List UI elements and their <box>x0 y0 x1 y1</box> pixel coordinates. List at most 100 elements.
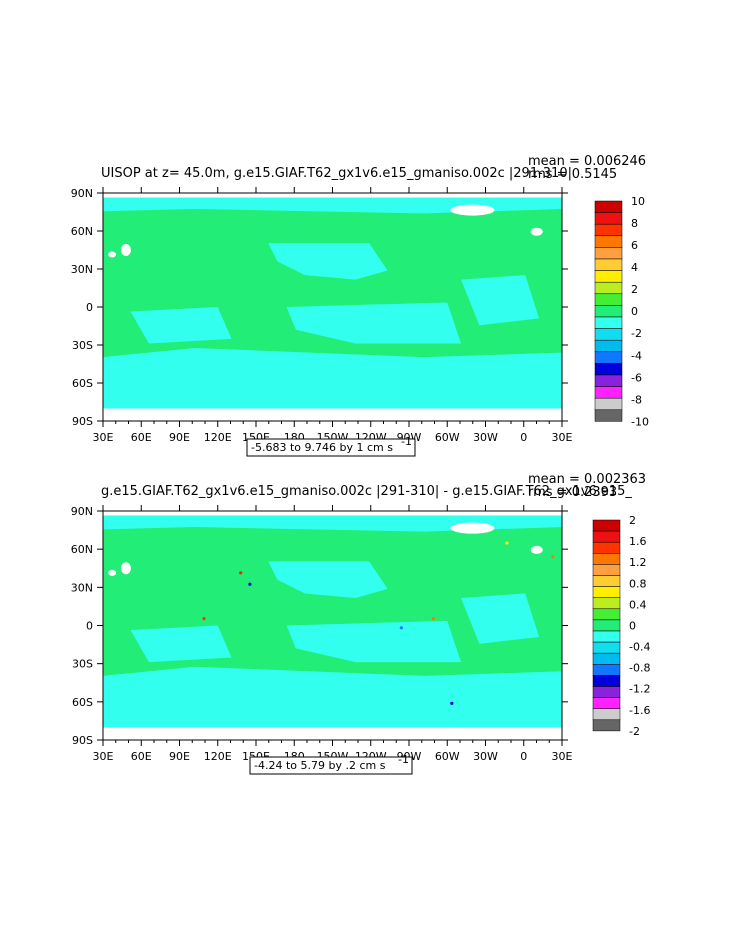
x-tick-label: 30E <box>552 750 573 763</box>
colorbar-swatch <box>592 586 621 598</box>
colorbar-swatch <box>594 351 623 364</box>
negative-region-3 <box>103 348 562 409</box>
y-tick-label: 60N <box>71 225 93 238</box>
x-tick-label: 60W <box>435 431 460 444</box>
colorbar-swatch <box>594 258 623 271</box>
colorbar-swatch <box>594 363 623 376</box>
y-tick-label: 90S <box>72 415 93 428</box>
negative-region-3 <box>103 666 562 728</box>
range-text: -4.24 to 5.79 by .2 cm s <box>254 759 386 772</box>
map-panel-2: 30E60E90E120E150E180150W120W90W60W30W030… <box>71 472 650 775</box>
y-tick-label: 30S <box>72 658 93 671</box>
x-tick-label: 30E <box>93 431 114 444</box>
anomaly-point-8 <box>551 555 555 559</box>
island-patch <box>120 562 131 575</box>
colorbar-label: 2 <box>631 283 638 296</box>
y-tick-label: 90N <box>71 187 93 200</box>
colorbar-swatch <box>594 397 623 411</box>
colorbar-label: -8 <box>631 393 642 406</box>
colorbar-swatch <box>592 719 621 732</box>
colorbar-swatch <box>592 652 621 665</box>
negative-region-5 <box>130 625 232 663</box>
colorbar-label: 6 <box>631 239 638 252</box>
x-tick-label: 30E <box>93 750 114 763</box>
mean-label: mean = 0.006246 <box>528 154 646 169</box>
x-tick-label: 30E <box>552 431 573 444</box>
colorbar-label: -6 <box>631 371 642 384</box>
negative-region-4 <box>286 302 462 344</box>
chart-title: UISOP at z= 45.0m, g.e15.GIAF.T62_gx1v6.… <box>101 166 572 181</box>
colorbar-swatch <box>592 597 621 610</box>
colorbar-label: 8 <box>631 217 638 230</box>
negative-region-2 <box>268 561 388 599</box>
anomaly-point-3 <box>431 617 436 621</box>
x-tick-label: 90E <box>169 431 190 444</box>
colorbar-label: 0.4 <box>629 598 647 611</box>
x-tick-label: 90E <box>169 750 190 763</box>
colorbar: 10 8 6 4 2 0 -2 -4 -6 -8 -10 <box>594 195 649 428</box>
y-tick-label: 60N <box>71 543 93 556</box>
x-tick-label: 60E <box>131 750 152 763</box>
negative-region-4 <box>286 620 462 663</box>
y-tick-label: 90S <box>72 734 93 747</box>
negative-region-6 <box>461 593 540 644</box>
colorbar-swatch <box>592 575 621 587</box>
colorbar-label: -1.6 <box>629 704 650 717</box>
y-tick-label: 90N <box>71 505 93 518</box>
colorbar-swatch <box>594 305 623 318</box>
colorbar-swatch <box>594 409 623 422</box>
colorbar-swatch <box>594 339 623 353</box>
negative-region-6 <box>461 275 540 326</box>
colorbar-swatch <box>594 374 623 387</box>
anomaly-point-5 <box>202 617 206 621</box>
colorbar-swatch <box>592 530 621 543</box>
map-panel-1: 30E 60E 90E 120E 150E 180 150W 120W 90W 60W 30W 0 30… <box>71 154 649 457</box>
colorbar-swatch <box>594 328 623 341</box>
colorbar-swatch <box>592 641 621 654</box>
x-tick-label: 60W <box>435 750 460 763</box>
colorbar-label: 0 <box>631 305 638 318</box>
colorbar-swatch <box>592 564 621 576</box>
x-tick-label: 0 <box>520 431 527 444</box>
mean-label: mean = 0.002363 <box>528 472 646 487</box>
colorbar-swatch <box>594 281 623 295</box>
negative-region-1 <box>103 515 562 532</box>
colorbar-label: 0 <box>629 619 636 632</box>
y-tick-label: 0 <box>86 620 93 633</box>
colorbar-label: -0.8 <box>629 662 650 675</box>
anomaly-point-6 <box>399 626 403 630</box>
colorbar-swatch <box>592 708 621 721</box>
colorbar-swatch <box>594 316 623 329</box>
y-tick-label: 30N <box>71 263 93 276</box>
anomaly-point-4 <box>450 701 454 705</box>
colorbar-label: 4 <box>631 261 638 274</box>
colorbar-swatch <box>594 212 623 225</box>
range-text: -5.683 to 9.746 by 1 cm s <box>251 441 393 454</box>
x-tick-label: 0 <box>520 750 527 763</box>
colorbar-swatch <box>594 235 623 248</box>
x-tick-label: 60E <box>131 431 152 444</box>
colorbar-swatch <box>592 697 621 709</box>
negative-region-1 <box>103 197 562 214</box>
colorbar-swatch <box>592 686 621 698</box>
colorbar-swatch <box>592 675 621 687</box>
colorbar-swatch <box>592 541 621 554</box>
colorbar-label: 10 <box>631 195 645 208</box>
colorbar-label: -0.4 <box>629 641 650 654</box>
y-tick-label: 60S <box>72 377 93 390</box>
rms-label: rms = 0.5145 <box>528 167 617 182</box>
y-tick-label: 60S <box>72 696 93 709</box>
ice-patch <box>450 522 495 534</box>
y-tick-label: 0 <box>86 301 93 314</box>
y-tick-label: 30S <box>72 339 93 352</box>
x-tick-label: 30W <box>473 431 498 444</box>
colorbar-swatch <box>594 270 623 283</box>
colorbar-swatch <box>594 247 623 260</box>
colorbar-label: 1.6 <box>629 535 647 548</box>
island-patch-small <box>108 569 117 576</box>
colorbar-label: 0.8 <box>629 577 647 590</box>
x-tick-label: 120E <box>204 431 232 444</box>
anomaly-point-2 <box>248 582 252 586</box>
colorbar-label: -10 <box>631 415 649 428</box>
